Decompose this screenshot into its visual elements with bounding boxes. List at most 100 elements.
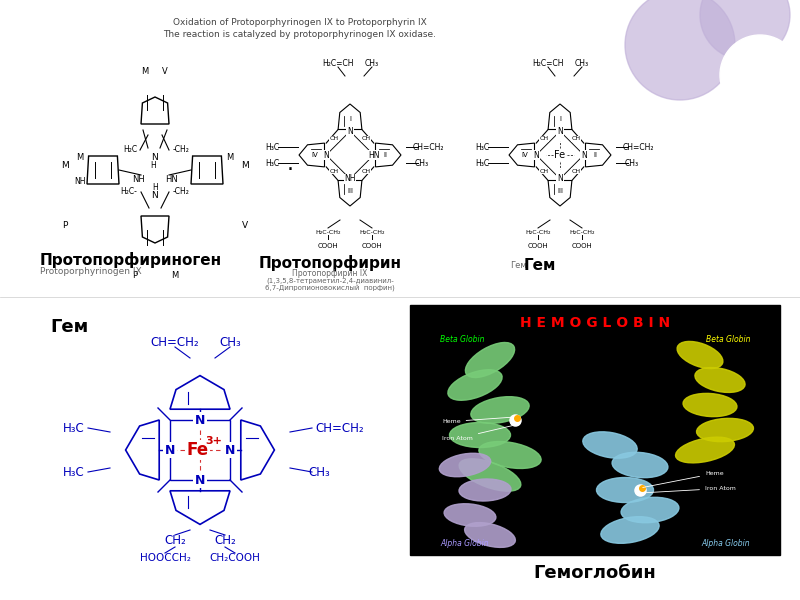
Text: N: N [195, 473, 205, 487]
Text: H₂C-CH₂: H₂C-CH₂ [359, 230, 385, 235]
Text: N: N [165, 443, 175, 457]
Text: H₂C-: H₂C- [120, 187, 137, 196]
Text: Iron Atom: Iron Atom [442, 425, 512, 441]
Text: N: N [152, 191, 158, 200]
Text: H₃C: H₃C [475, 158, 489, 167]
Ellipse shape [675, 437, 734, 463]
Text: COOH: COOH [318, 243, 338, 249]
Text: M: M [226, 154, 234, 163]
Circle shape [625, 0, 735, 100]
Text: CH₃: CH₃ [625, 158, 639, 167]
Text: HN: HN [165, 175, 178, 185]
Text: N: N [557, 174, 563, 184]
Circle shape [720, 35, 800, 115]
Text: NH: NH [74, 178, 86, 187]
Text: HN: HN [368, 151, 379, 160]
Text: M: M [76, 154, 84, 163]
Ellipse shape [459, 459, 521, 491]
Text: M: M [61, 160, 69, 169]
Text: N: N [152, 154, 158, 163]
Text: Гем: Гем [510, 260, 526, 269]
Text: Протопорфирин: Протопорфирин [258, 255, 402, 271]
Text: CH=CH₂: CH=CH₂ [315, 421, 364, 434]
Ellipse shape [479, 442, 541, 469]
Text: H₂C-CH₂: H₂C-CH₂ [570, 230, 594, 235]
Text: Гемоглобин: Гемоглобин [534, 564, 656, 582]
Text: Alpha Globin: Alpha Globin [440, 539, 489, 547]
Text: N: N [225, 443, 235, 457]
Text: CH₃: CH₃ [575, 58, 589, 67]
Text: HOOCCH₂: HOOCCH₂ [139, 553, 190, 563]
Text: CH: CH [571, 169, 581, 173]
Text: CH₃: CH₃ [365, 58, 379, 67]
Text: Гем: Гем [50, 318, 88, 336]
Text: I: I [349, 116, 351, 122]
Text: Fe: Fe [187, 441, 209, 459]
Text: M: M [142, 67, 149, 76]
Text: III: III [347, 188, 353, 194]
Text: I: I [559, 116, 561, 122]
Text: Протопорфирин IX: Протопорфирин IX [292, 269, 368, 277]
Text: (1,3,5,8-тетраметил-2,4-диавинил-: (1,3,5,8-тетраметил-2,4-диавинил- [266, 278, 394, 284]
Text: N: N [534, 151, 539, 160]
Text: M: M [241, 160, 249, 169]
Bar [410, 305, 780, 555]
Text: COOH: COOH [528, 243, 548, 249]
Text: H E M O G L O B I N: H E M O G L O B I N [520, 316, 670, 330]
Text: N: N [557, 127, 563, 136]
Text: H₃C: H₃C [63, 466, 85, 479]
Text: COOH: COOH [362, 243, 382, 249]
Ellipse shape [450, 422, 510, 448]
Text: H: H [152, 184, 158, 193]
Text: M: M [171, 271, 178, 280]
Ellipse shape [583, 432, 637, 458]
Ellipse shape [695, 368, 745, 392]
Text: V: V [242, 220, 248, 229]
Text: IV: IV [521, 152, 528, 158]
Text: CH: CH [571, 136, 581, 142]
Ellipse shape [471, 397, 529, 424]
Text: CH=CH₂: CH=CH₂ [412, 142, 444, 151]
Text: Beta Globin: Beta Globin [440, 335, 485, 344]
Text: H₃C: H₃C [63, 421, 85, 434]
Text: Heme: Heme [642, 471, 724, 487]
Text: Protoporphyrinogen IX: Protoporphyrinogen IX [40, 268, 142, 277]
Text: CH: CH [539, 169, 549, 173]
Ellipse shape [439, 453, 490, 477]
Ellipse shape [597, 478, 654, 503]
Text: -CH₂: -CH₂ [173, 145, 190, 154]
Text: N: N [195, 413, 205, 427]
Text: H₂C-CH₂: H₂C-CH₂ [315, 230, 341, 235]
Ellipse shape [697, 418, 754, 442]
Ellipse shape [621, 497, 679, 523]
Text: P: P [133, 271, 138, 280]
Text: Beta Globin: Beta Globin [706, 335, 750, 344]
Text: Alpha Globin: Alpha Globin [702, 539, 750, 547]
Text: II: II [594, 152, 598, 158]
Text: ·: · [286, 160, 294, 180]
Text: CH=CH₂: CH=CH₂ [622, 142, 654, 151]
Text: H₂C-CH₂: H₂C-CH₂ [526, 230, 550, 235]
Text: Oxidation of Protoporphyrinogen IX to Protoporphyrin IX: Oxidation of Protoporphyrinogen IX to Pr… [173, 18, 427, 27]
Text: N: N [323, 151, 329, 160]
Text: P: P [62, 220, 68, 229]
Text: II: II [384, 152, 388, 158]
Text: IV: IV [311, 152, 318, 158]
Text: Iron Atom: Iron Atom [642, 486, 736, 493]
Text: N: N [581, 151, 586, 160]
Text: The reaction is catalyzed by protoporphyrinogen IX oxidase.: The reaction is catalyzed by protoporphy… [163, 30, 437, 39]
Text: III: III [557, 188, 563, 194]
Text: N: N [347, 127, 353, 136]
Ellipse shape [448, 370, 502, 400]
Circle shape [700, 0, 790, 60]
Text: CH: CH [362, 136, 370, 142]
Text: CH: CH [539, 136, 549, 142]
Ellipse shape [677, 341, 723, 368]
Text: CH=CH₂: CH=CH₂ [150, 335, 199, 349]
Ellipse shape [612, 452, 668, 478]
Text: Протопорфириноген: Протопорфириноген [40, 252, 222, 268]
Ellipse shape [601, 517, 659, 544]
Text: CH₂COOH: CH₂COOH [210, 553, 261, 563]
Ellipse shape [465, 523, 515, 547]
Text: CH₃: CH₃ [415, 158, 429, 167]
